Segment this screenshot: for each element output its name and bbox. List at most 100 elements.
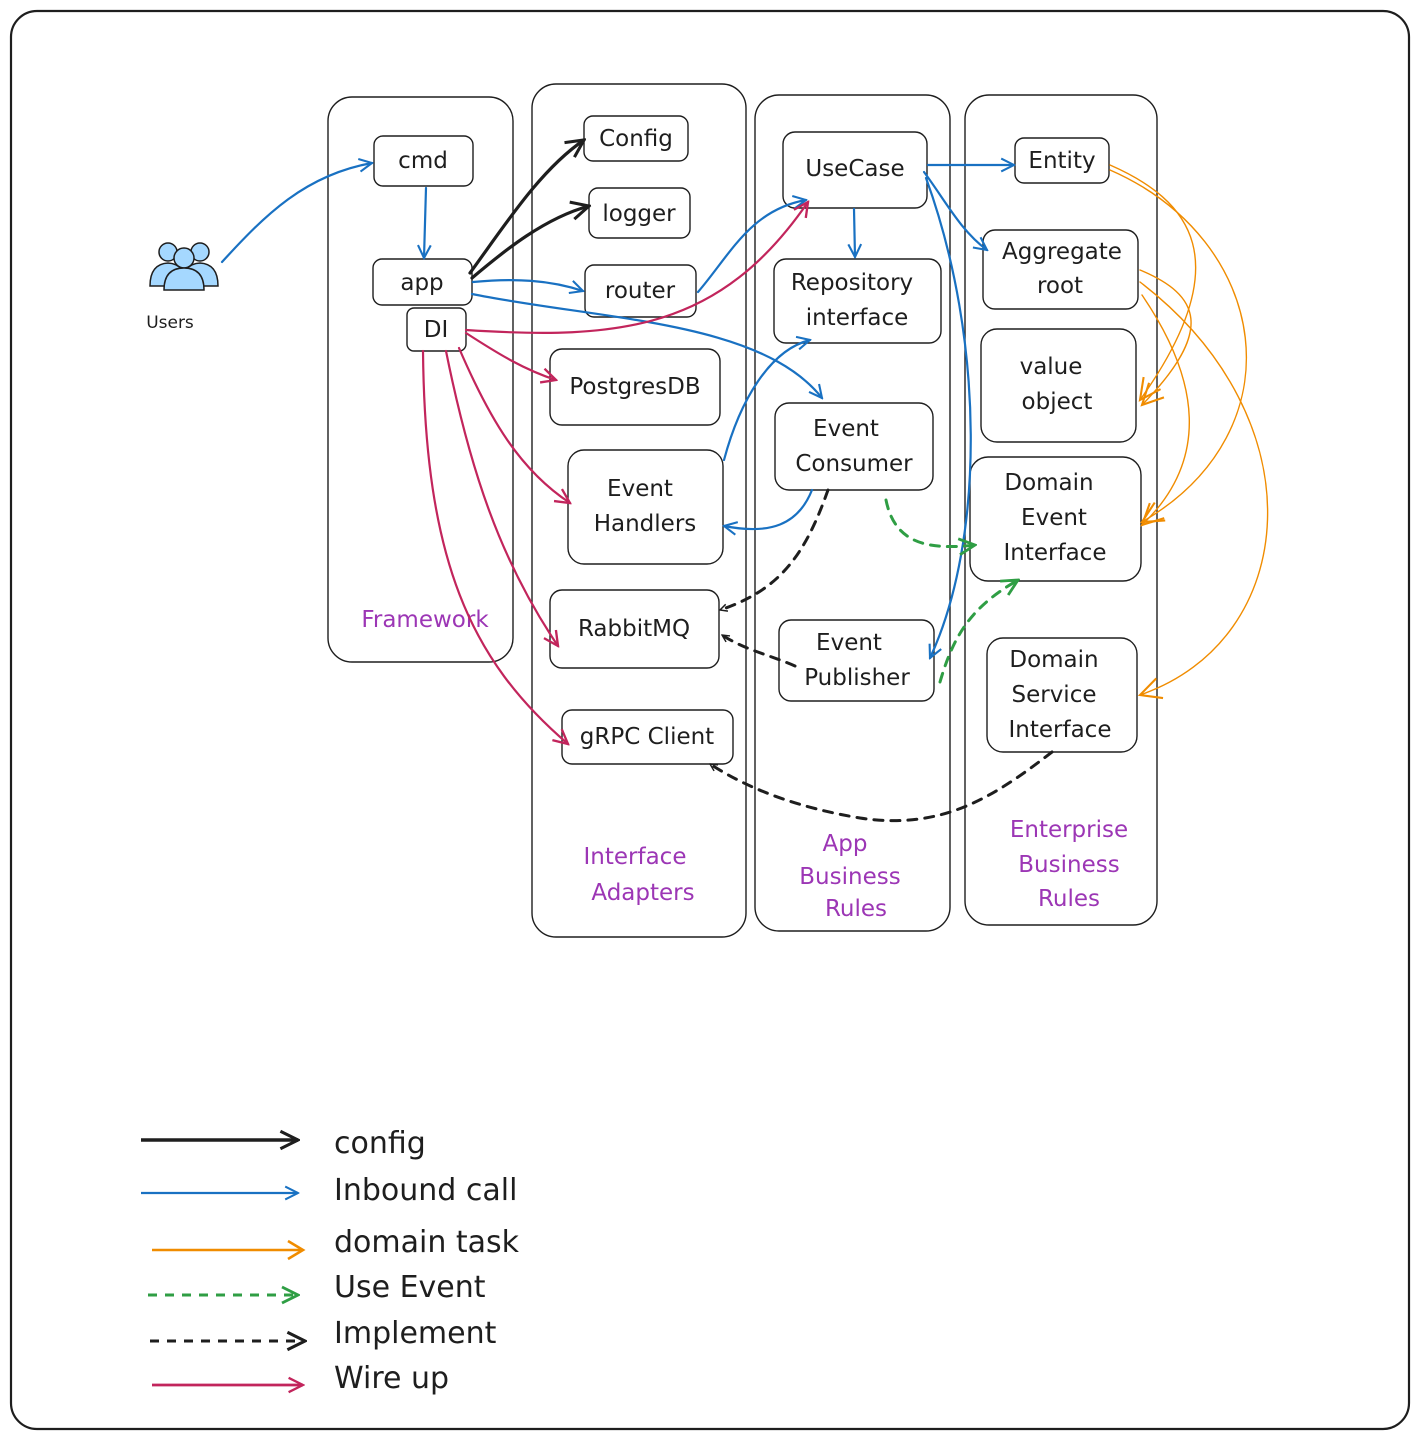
node-text: Publisher: [804, 665, 910, 691]
node-text: app: [400, 270, 443, 296]
arrow-event-consumer-to-rabbitmq: [720, 488, 830, 610]
layer-label-app-business-rules: App Business Rules: [799, 831, 900, 922]
node-event-consumer: Event Consumer: [774, 402, 934, 491]
outer-frame: [9, 9, 1411, 1431]
inbound-arrows: [220, 163, 1014, 658]
arrow-entity-to-domain-event: [1109, 169, 1248, 524]
legend-item-use-event: Use Event: [148, 1270, 486, 1305]
layer-label-line: App: [823, 831, 868, 857]
node-text: Service: [1011, 682, 1096, 708]
legend: config Inbound call domain task Use Even…: [141, 1126, 520, 1396]
users-icon: [149, 242, 219, 291]
node-text: Event: [1021, 505, 1087, 531]
node-domain-event-interface: Domain Event Interface: [969, 456, 1142, 582]
arrow-aggregate-to-domain-event: [1140, 294, 1191, 527]
arrow-app-to-logger: [470, 206, 589, 280]
layer-label-line: Business: [799, 864, 900, 890]
node-di: DI: [406, 307, 467, 352]
layer-label-line: Rules: [1038, 886, 1100, 912]
arrow-aggregate-to-value-object: [1139, 269, 1192, 407]
arrow-aggregate-to-domain-service: [1137, 281, 1269, 700]
arrow-domain-service-to-grpc-client: [708, 750, 1054, 823]
arrow-di-to-postgresdb: [464, 331, 556, 380]
layer-label-line: Rules: [825, 896, 887, 922]
legend-label: Implement: [334, 1316, 497, 1351]
node-cmd: cmd: [373, 135, 474, 187]
node-text: cmd: [398, 148, 448, 174]
arrow-di-to-rabbitmq: [444, 349, 558, 646]
node-event-publisher: Event Publisher: [778, 619, 935, 702]
node-domain-service-interface: Domain Service Interface: [986, 637, 1138, 753]
arrow-event-consumer-to-event-handlers: [724, 488, 814, 529]
arrow-event-consumer-to-domain-event: [884, 498, 975, 547]
node-text: UseCase: [805, 156, 904, 182]
legend-item-inbound-call: Inbound call: [141, 1173, 517, 1208]
legend-label: Use Event: [334, 1270, 486, 1305]
arrow-usecase-to-repository: [854, 207, 855, 257]
legend-label: Inbound call: [334, 1173, 517, 1208]
node-text: DI: [424, 317, 449, 343]
node-text: router: [605, 278, 676, 304]
node-text: Event: [813, 416, 879, 442]
arrow-app-to-config: [468, 140, 584, 275]
arrow-di-to-grpc-client: [421, 349, 568, 744]
node-text: Consumer: [795, 451, 913, 477]
node-config: Config: [583, 115, 689, 162]
node-logger: logger: [588, 187, 691, 239]
layer-label-line: Enterprise: [1010, 817, 1128, 843]
node-app: app: [372, 258, 473, 306]
arrow-router-to-usecase: [696, 200, 806, 294]
layer-framework: [327, 96, 514, 663]
node-rabbitmq: RabbitMQ: [549, 589, 720, 669]
legend-label: Wire up: [334, 1361, 449, 1396]
node-text: Handlers: [594, 511, 697, 537]
arrow-users-to-cmd: [220, 163, 372, 264]
legend-item-config: config: [141, 1126, 426, 1161]
arrow-usecase-to-event-publisher: [924, 176, 972, 658]
node-text: object: [1022, 389, 1093, 415]
node-text: Domain: [1004, 470, 1093, 496]
node-text: Aggregate: [1002, 239, 1122, 265]
node-postgresdb: PostgresDB: [549, 348, 721, 426]
node-text: logger: [602, 201, 676, 227]
layer-label-interface-adapters: Interface Adapters: [584, 844, 695, 906]
users-label: Users: [146, 313, 194, 333]
node-text: Interface: [1009, 717, 1112, 743]
layer-label-line: Business: [1018, 852, 1119, 878]
arrow-app-to-event-consumer: [470, 292, 822, 398]
layer-interface-adapters: [531, 83, 747, 938]
node-text: Domain: [1009, 647, 1098, 673]
node-router: router: [584, 264, 697, 318]
node-value-object: value object: [980, 328, 1137, 443]
arrow-event-handlers-to-repository: [722, 340, 810, 462]
layer-label-framework: Framework: [361, 607, 489, 633]
node-repository-interface: Repository interface: [773, 258, 942, 344]
layer-app-business-rules: [754, 94, 951, 932]
arrow-event-publisher-to-domain-event: [938, 580, 1018, 684]
arrow-app-to-router: [471, 279, 583, 291]
arrow-cmd-to-app: [424, 186, 426, 258]
layer-label-line: Adapters: [591, 880, 694, 906]
use-event-arrows: [884, 498, 1018, 684]
config-arrows: [468, 140, 589, 280]
legend-arrowhead: [287, 1239, 306, 1261]
legend-item-implement: Implement: [150, 1316, 497, 1351]
implement-arrows: [708, 488, 1054, 823]
arrow-di-to-usecase: [464, 202, 808, 334]
node-text: value: [1020, 354, 1083, 380]
node-text: Event: [607, 476, 673, 502]
node-text: Interface: [1004, 540, 1107, 566]
domain-arrows: [1109, 164, 1269, 700]
node-aggregate-root: Aggregate root: [982, 229, 1139, 310]
arrow-usecase-to-aggregate: [922, 170, 987, 250]
arrow-di-to-event-handlers: [457, 346, 570, 503]
node-text: gRPC Client: [580, 724, 714, 750]
arrow-entity-to-value-object: [1109, 164, 1197, 402]
legend-label: domain task: [334, 1225, 520, 1260]
node-usecase: UseCase: [782, 131, 928, 209]
node-text: PostgresDB: [569, 374, 700, 400]
layer-label-line: Interface: [584, 844, 687, 870]
node-text: RabbitMQ: [578, 616, 690, 642]
legend-item-wire-up: Wire up: [152, 1361, 449, 1396]
